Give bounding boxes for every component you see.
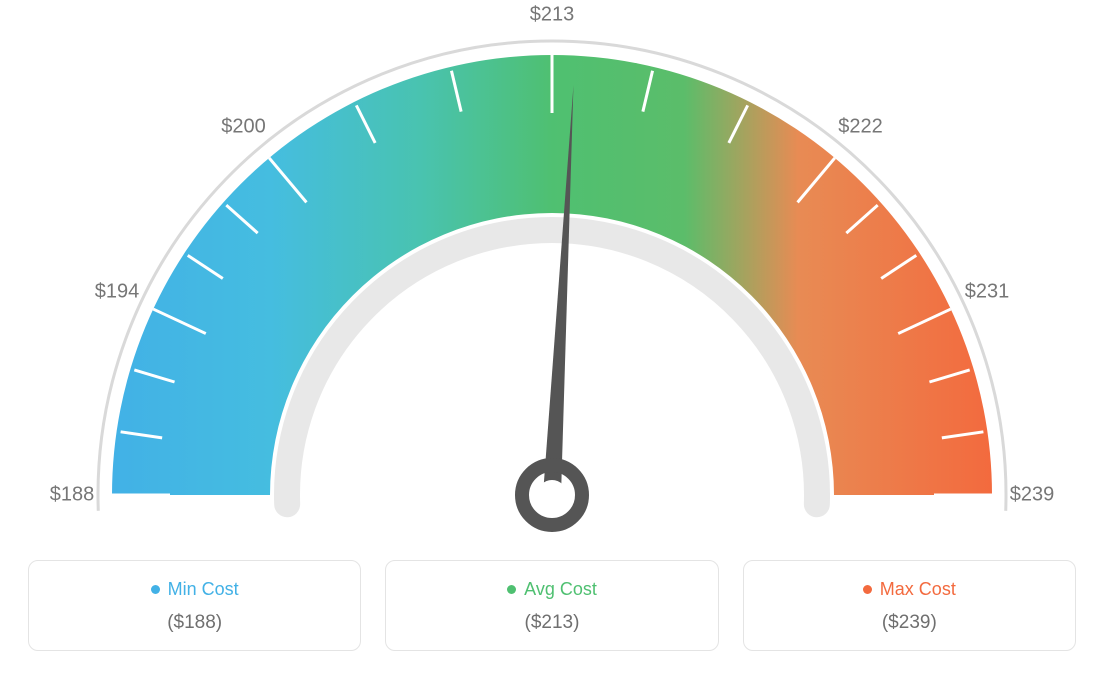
legend-card-min: Min Cost ($188): [28, 560, 361, 651]
legend-card-max: Max Cost ($239): [743, 560, 1076, 651]
legend-label-max: Max Cost: [880, 579, 956, 600]
legend-value-avg: ($213): [396, 612, 707, 634]
gauge-tick-label: $239: [1010, 484, 1055, 507]
gauge-tick-label: $188: [50, 484, 95, 507]
legend-title-min: Min Cost: [151, 579, 239, 600]
legend-card-avg: Avg Cost ($213): [385, 560, 718, 651]
legend-title-max: Max Cost: [863, 579, 956, 600]
legend-value-min: ($188): [39, 612, 350, 634]
legend-label-avg: Avg Cost: [524, 579, 597, 600]
gauge-tick-label: $213: [530, 4, 575, 27]
legend-title-avg: Avg Cost: [507, 579, 597, 600]
legend-dot-min: [151, 585, 160, 594]
gauge-svg: [0, 0, 1104, 560]
gauge-tick-label: $194: [95, 281, 140, 304]
gauge-chart: $188 $194 $200 $213 $222 $231 $239: [0, 0, 1104, 560]
gauge-tick-label: $222: [838, 116, 883, 139]
gauge-tick-label: $231: [965, 281, 1010, 304]
legend-row: Min Cost ($188) Avg Cost ($213) Max Cost…: [0, 560, 1104, 675]
legend-value-max: ($239): [754, 612, 1065, 634]
legend-label-min: Min Cost: [168, 579, 239, 600]
legend-dot-max: [863, 585, 872, 594]
legend-dot-avg: [507, 585, 516, 594]
gauge-tick-label: $200: [221, 116, 266, 139]
